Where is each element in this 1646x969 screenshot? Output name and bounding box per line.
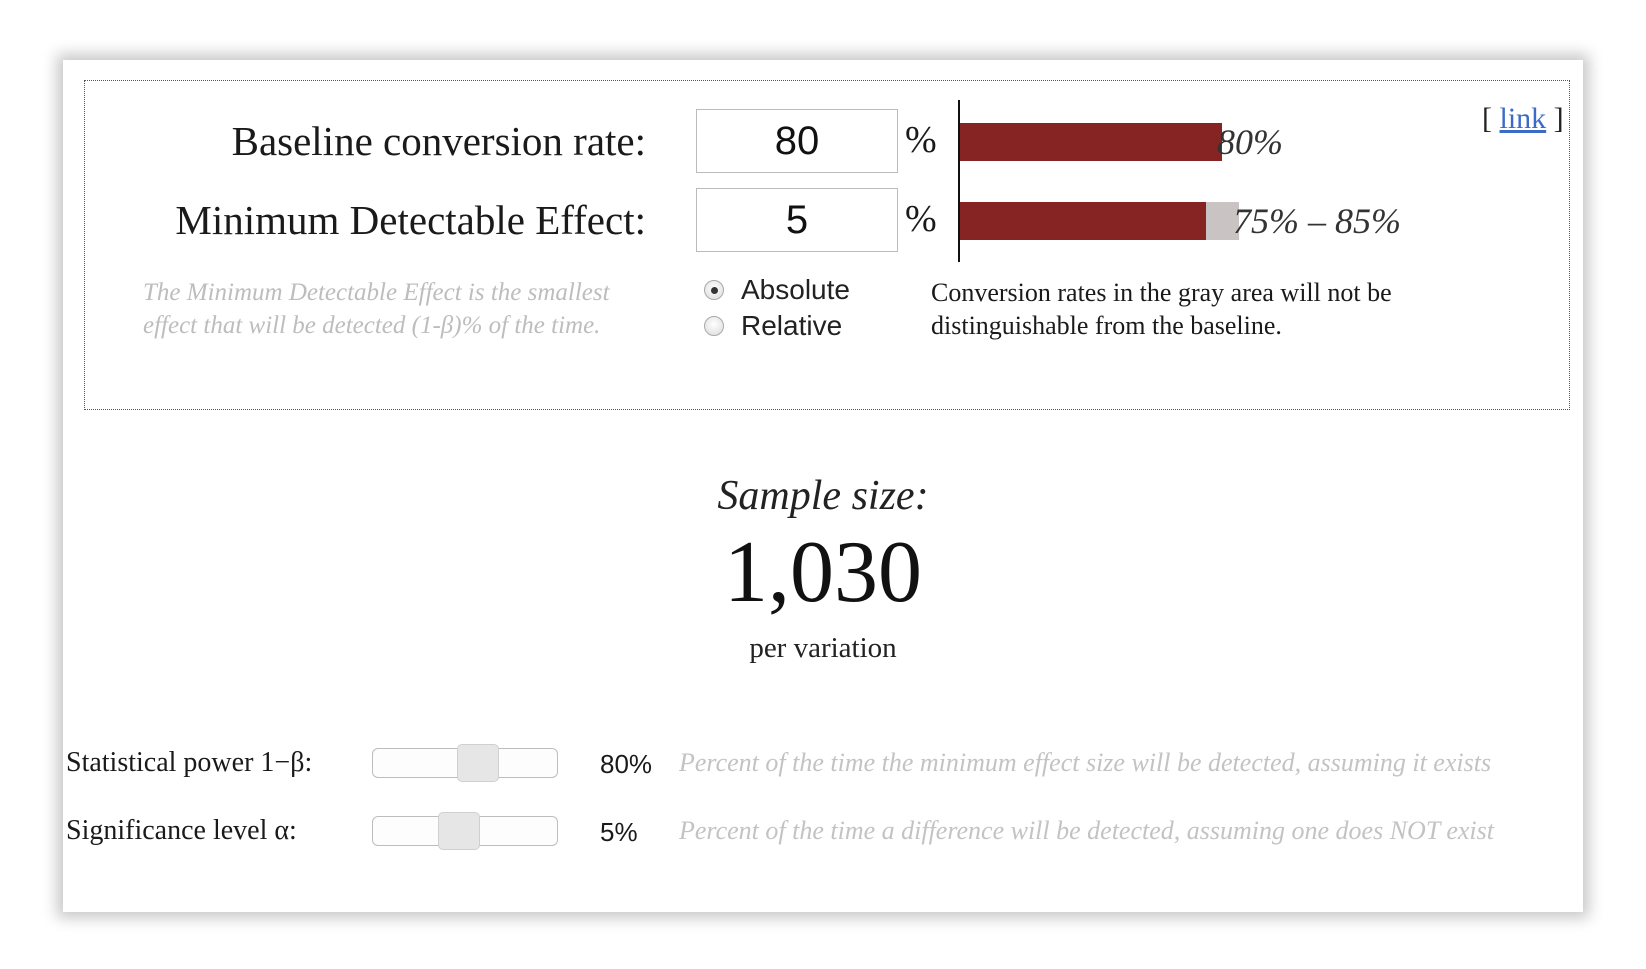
baseline-bar-value: 80% xyxy=(1217,122,1283,162)
calculator-card: [ link ] Baseline conversion rate: 80 % … xyxy=(63,60,1583,912)
baseline-label: Baseline conversion rate: xyxy=(231,118,646,164)
relative-radio[interactable] xyxy=(704,316,724,336)
absolute-label: Absolute xyxy=(741,274,850,305)
per-variation-label: per variation xyxy=(749,632,897,664)
permalink: [ link ] xyxy=(1482,102,1564,136)
mde-unit: % xyxy=(905,198,937,240)
power-slider[interactable] xyxy=(372,744,558,782)
absolute-option[interactable]: Absolute xyxy=(704,274,850,306)
sample-size-value: 1,030 xyxy=(724,524,922,621)
inputs-panel: [ link ] Baseline conversion rate: 80 % … xyxy=(84,80,1570,410)
significance-value: 5% xyxy=(600,817,638,847)
mde-bar-fill xyxy=(960,202,1206,240)
mde-help-text: The Minimum Detectable Effect is the sma… xyxy=(143,279,610,339)
absolute-radio[interactable] xyxy=(704,280,724,300)
power-slider-handle[interactable] xyxy=(456,744,499,782)
relative-label: Relative xyxy=(741,310,843,341)
bar-axis-line xyxy=(958,100,960,262)
baseline-unit: % xyxy=(905,119,937,161)
link-anchor[interactable]: link xyxy=(1499,102,1547,135)
power-label: Statistical power 1−β: xyxy=(66,747,313,778)
mde-range-value: 75% – 85% xyxy=(1233,201,1401,241)
significance-slider[interactable] xyxy=(372,812,558,850)
significance-description: Percent of the time a difference will be… xyxy=(679,816,1494,845)
mde-bar-gray-zone xyxy=(1206,202,1239,240)
mde-label: Minimum Detectable Effect: xyxy=(175,197,646,243)
baseline-bar-fill xyxy=(960,123,1223,161)
power-value: 80% xyxy=(600,749,653,779)
sample-size-label: Sample size: xyxy=(717,473,929,519)
significance-label: Significance level α: xyxy=(66,815,297,846)
baseline-input[interactable]: 80 xyxy=(696,109,898,173)
mde-input[interactable]: 5 xyxy=(696,188,898,252)
power-description: Percent of the time the minimum effect s… xyxy=(679,748,1492,777)
link-bracket-open: [ xyxy=(1482,102,1492,135)
significance-slider-handle[interactable] xyxy=(437,812,480,850)
gray-area-note: Conversion rates in the gray area will n… xyxy=(931,278,1392,340)
link-bracket-close: ] xyxy=(1553,102,1564,135)
relative-option[interactable]: Relative xyxy=(704,310,842,342)
